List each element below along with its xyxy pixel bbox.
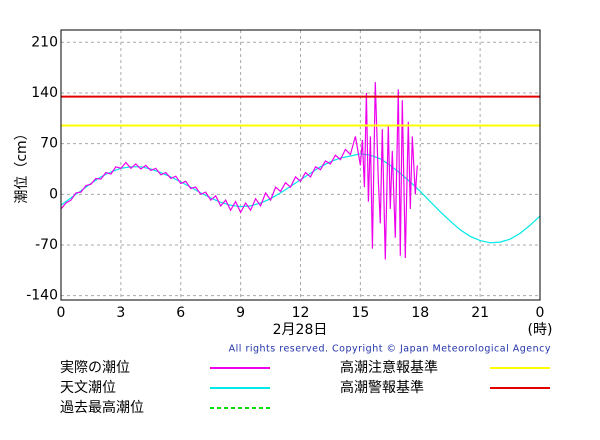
plot-frame bbox=[60, 29, 541, 301]
x-axis-unit: (時) bbox=[528, 322, 553, 338]
credit: All rights reserved. Copyright © Japan M… bbox=[229, 344, 551, 355]
y-tick-label: -140 bbox=[26, 288, 58, 304]
legend-label: 天文潮位 bbox=[60, 380, 116, 396]
legend-label: 高潮注意報基準 bbox=[340, 359, 438, 376]
y-tick-label: 70 bbox=[40, 136, 58, 152]
legend-label: 過去最高潮位 bbox=[60, 399, 144, 416]
series-line bbox=[60, 153, 541, 244]
x-tick-label: 3 bbox=[116, 305, 125, 321]
legend-label: 実際の潮位 bbox=[60, 360, 130, 376]
y-tick-label: 210 bbox=[31, 34, 58, 50]
x-tick-label: 6 bbox=[176, 305, 185, 321]
x-tick-label: 15 bbox=[351, 305, 369, 321]
y-tick-label: -70 bbox=[35, 237, 58, 253]
y-tick-label: 0 bbox=[49, 186, 58, 202]
x-tick-label: 9 bbox=[236, 305, 245, 321]
x-tick-label: 0 bbox=[57, 305, 66, 321]
x-tick-label: 0 bbox=[536, 305, 545, 321]
x-tick-label: 18 bbox=[411, 305, 429, 321]
x-tick-label: 21 bbox=[471, 305, 489, 321]
series-line bbox=[60, 82, 418, 260]
y-axis-label: 潮位（cm） bbox=[14, 126, 30, 203]
legend-label: 高潮警報基準 bbox=[340, 379, 424, 396]
y-tick-label: 140 bbox=[31, 85, 58, 101]
x-tick-label: 12 bbox=[292, 305, 310, 321]
x-axis-label: 2月28日 bbox=[273, 322, 328, 338]
